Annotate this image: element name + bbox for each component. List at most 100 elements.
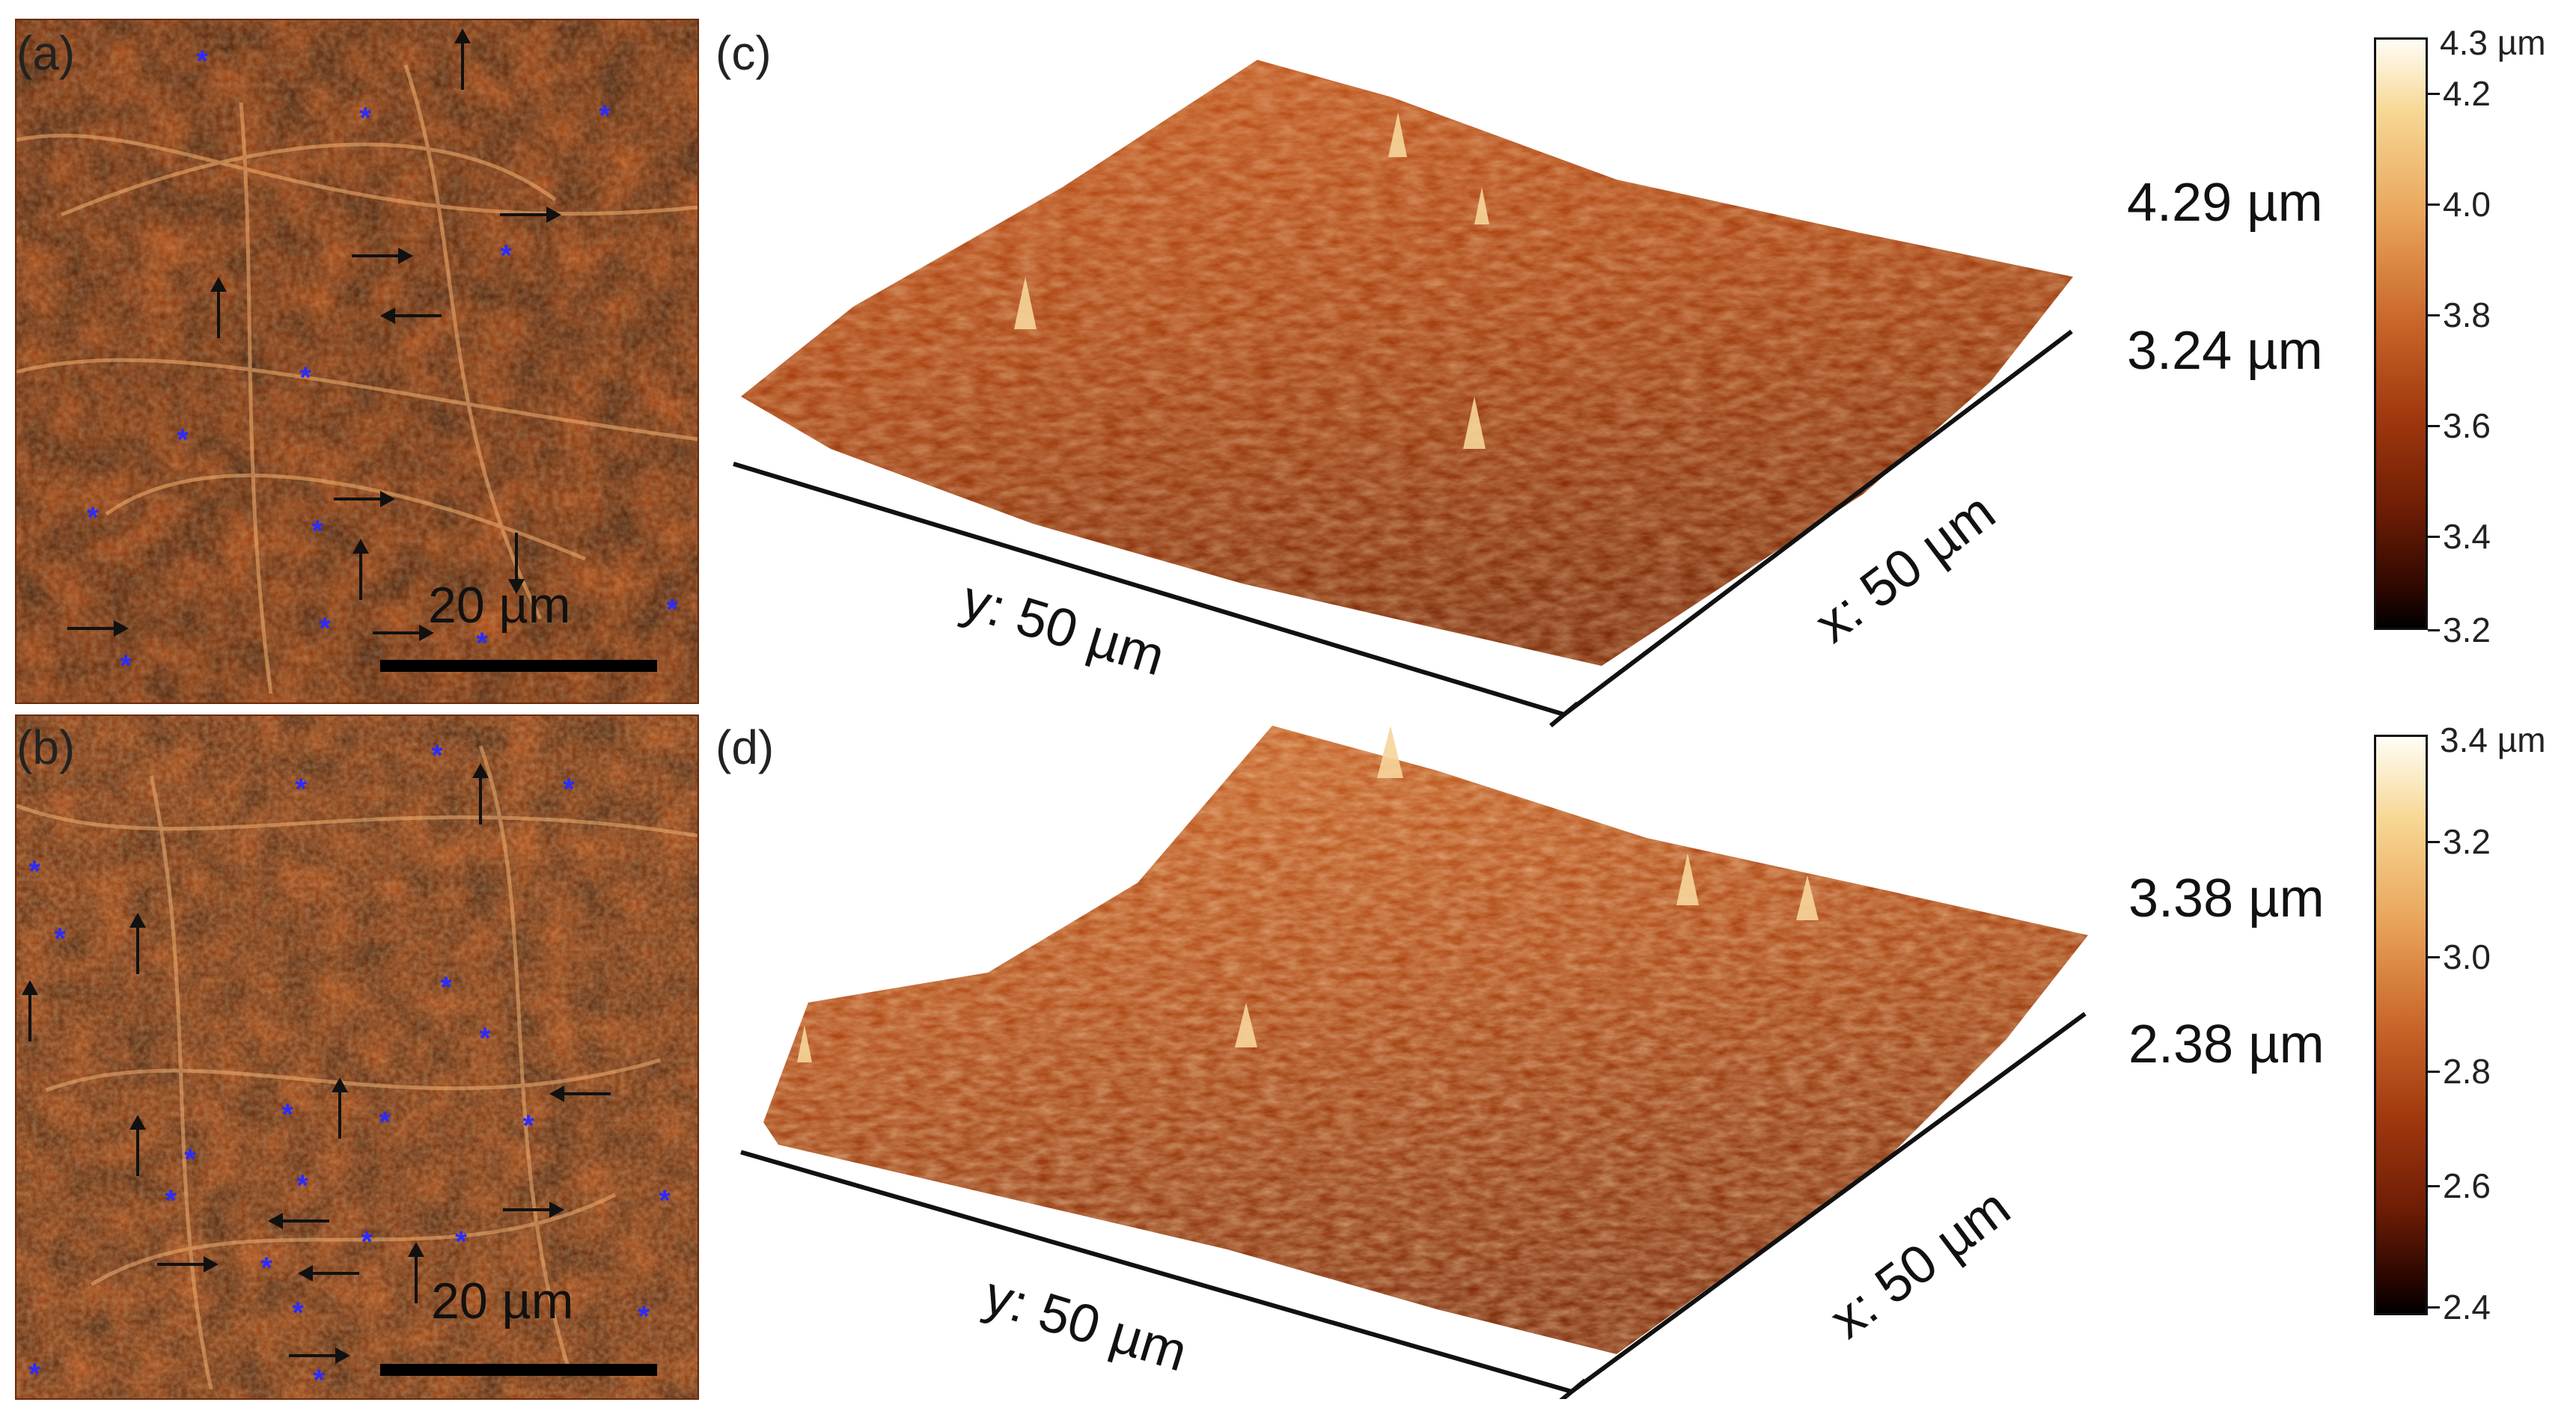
black-arrow-marker bbox=[373, 625, 434, 641]
black-arrow-marker bbox=[271, 1219, 329, 1222]
black-arrow-marker bbox=[461, 31, 464, 90]
blue-asterisk-marker: * bbox=[165, 1184, 177, 1217]
scale-bar-label-a: 20 µm bbox=[428, 577, 571, 634]
z-top-label-d: 3.38 µm bbox=[2128, 869, 2325, 928]
panel-label-c: (c) bbox=[715, 26, 772, 80]
colorbar-tick-mark bbox=[2428, 1306, 2440, 1309]
colorbar-tick-label: 2.4 bbox=[2443, 1288, 2491, 1326]
colorbar-tick-mark bbox=[2428, 425, 2440, 427]
afm-image-a bbox=[15, 19, 699, 704]
black-arrow-marker bbox=[136, 1118, 139, 1176]
colorbar-tick-mark bbox=[2428, 841, 2440, 843]
blue-asterisk-marker: * bbox=[299, 361, 311, 394]
black-arrow-marker bbox=[28, 983, 31, 1041]
blue-asterisk-marker: * bbox=[260, 1252, 272, 1285]
blue-asterisk-marker: * bbox=[313, 1364, 325, 1397]
afm-texture-b bbox=[16, 716, 698, 1398]
z-bottom-label-c: 3.24 µm bbox=[2127, 321, 2323, 381]
blue-asterisk-marker: * bbox=[431, 739, 443, 772]
blue-asterisk-marker: * bbox=[361, 1225, 373, 1258]
blue-asterisk-marker: * bbox=[522, 1110, 534, 1142]
blue-asterisk-marker: * bbox=[196, 45, 208, 78]
blue-asterisk-marker: * bbox=[666, 593, 678, 626]
black-arrow-marker bbox=[301, 1272, 359, 1275]
colorbar-c bbox=[2374, 37, 2428, 630]
colorbar-tick-mark bbox=[2428, 93, 2440, 95]
colorbar-tick-label: 2.6 bbox=[2443, 1166, 2491, 1205]
scale-bar-b bbox=[380, 1364, 657, 1376]
colorbar-tick-mark bbox=[2428, 1185, 2440, 1187]
blue-asterisk-marker: * bbox=[184, 1143, 196, 1176]
colorbar-tick-mark bbox=[2428, 314, 2440, 316]
black-arrow-marker bbox=[500, 206, 561, 223]
colorbar-tick-label: 3.2 bbox=[2443, 610, 2491, 649]
colorbar-tick-label: 3.0 bbox=[2443, 937, 2491, 976]
blue-asterisk-marker: * bbox=[563, 773, 575, 806]
colorbar-tick-mark bbox=[2428, 629, 2440, 631]
blue-asterisk-marker: * bbox=[476, 627, 488, 660]
blue-asterisk-marker: * bbox=[295, 773, 307, 806]
black-arrow-marker bbox=[415, 1245, 418, 1303]
colorbar-tick-mark bbox=[2428, 203, 2440, 206]
blue-asterisk-marker: * bbox=[87, 501, 99, 534]
colorbar-tick-label: 3.4 bbox=[2443, 517, 2491, 556]
blue-asterisk-marker: * bbox=[296, 1169, 308, 1202]
blue-asterisk-marker: * bbox=[177, 423, 189, 456]
black-arrow-marker bbox=[334, 491, 395, 507]
colorbar-tick-mark bbox=[2428, 1071, 2440, 1073]
blue-asterisk-marker: * bbox=[281, 1098, 293, 1131]
blue-asterisk-marker: * bbox=[28, 1358, 40, 1391]
colorbar-tick-label: 2.8 bbox=[2443, 1052, 2491, 1091]
blue-asterisk-marker: * bbox=[311, 515, 323, 548]
colorbar-tick-mark bbox=[2428, 536, 2440, 538]
panel-label-d: (d) bbox=[715, 720, 775, 774]
black-arrow-marker bbox=[515, 533, 518, 591]
blue-asterisk-marker: * bbox=[28, 855, 40, 888]
panel-label-b: (b) bbox=[16, 720, 76, 774]
blue-asterisk-marker: * bbox=[379, 1106, 391, 1139]
colorbar-max-d: 3.4 µm bbox=[2440, 720, 2546, 759]
colorbar-max-c: 4.3 µm bbox=[2440, 23, 2546, 62]
colorbar-tick-label: 4.0 bbox=[2443, 185, 2491, 224]
black-arrow-marker bbox=[289, 1347, 350, 1364]
blue-asterisk-marker: * bbox=[319, 612, 331, 645]
colorbar-tick-mark bbox=[2428, 956, 2440, 958]
black-arrow-marker bbox=[383, 314, 442, 317]
colorbar-tick-label: 3.6 bbox=[2443, 406, 2491, 445]
panel-label-a: (a) bbox=[16, 26, 76, 80]
blue-asterisk-marker: * bbox=[440, 971, 452, 1004]
blue-asterisk-marker: * bbox=[120, 649, 132, 682]
surface-plot-d bbox=[763, 726, 2088, 1354]
colorbar-d bbox=[2374, 735, 2428, 1315]
colorbar-tick-label: 3.2 bbox=[2443, 822, 2491, 861]
black-arrow-marker bbox=[552, 1092, 611, 1095]
black-arrow-marker bbox=[352, 248, 413, 264]
scale-bar-a bbox=[380, 660, 657, 672]
afm-image-b bbox=[15, 714, 699, 1400]
colorbar-tick-label: 4.2 bbox=[2443, 74, 2491, 113]
blue-asterisk-marker: * bbox=[638, 1300, 650, 1333]
blue-asterisk-marker: * bbox=[54, 922, 66, 955]
black-arrow-marker bbox=[136, 916, 139, 974]
black-arrow-marker bbox=[338, 1080, 341, 1139]
black-arrow-marker bbox=[359, 542, 362, 600]
blue-asterisk-marker: * bbox=[359, 102, 371, 135]
blue-asterisk-marker: * bbox=[479, 1022, 491, 1055]
axes-d bbox=[740, 1012, 2087, 1399]
black-arrow-marker bbox=[217, 280, 220, 338]
blue-asterisk-marker: * bbox=[599, 100, 611, 132]
black-arrow-marker bbox=[479, 766, 482, 824]
scale-bar-label-b: 20 µm bbox=[431, 1273, 574, 1329]
afm-texture-a bbox=[16, 20, 698, 703]
blue-asterisk-marker: * bbox=[659, 1184, 671, 1217]
blue-asterisk-marker: * bbox=[455, 1225, 467, 1258]
surface-plot-c bbox=[741, 60, 2073, 666]
axes-c bbox=[733, 329, 2073, 728]
black-arrow-marker bbox=[157, 1256, 219, 1273]
colorbar-tick-label: 3.8 bbox=[2443, 296, 2491, 334]
black-arrow-marker bbox=[67, 620, 129, 637]
z-bottom-label-d: 2.38 µm bbox=[2128, 1014, 2325, 1074]
blue-asterisk-marker: * bbox=[292, 1297, 304, 1329]
black-arrow-marker bbox=[503, 1202, 564, 1218]
blue-asterisk-marker: * bbox=[500, 239, 512, 272]
